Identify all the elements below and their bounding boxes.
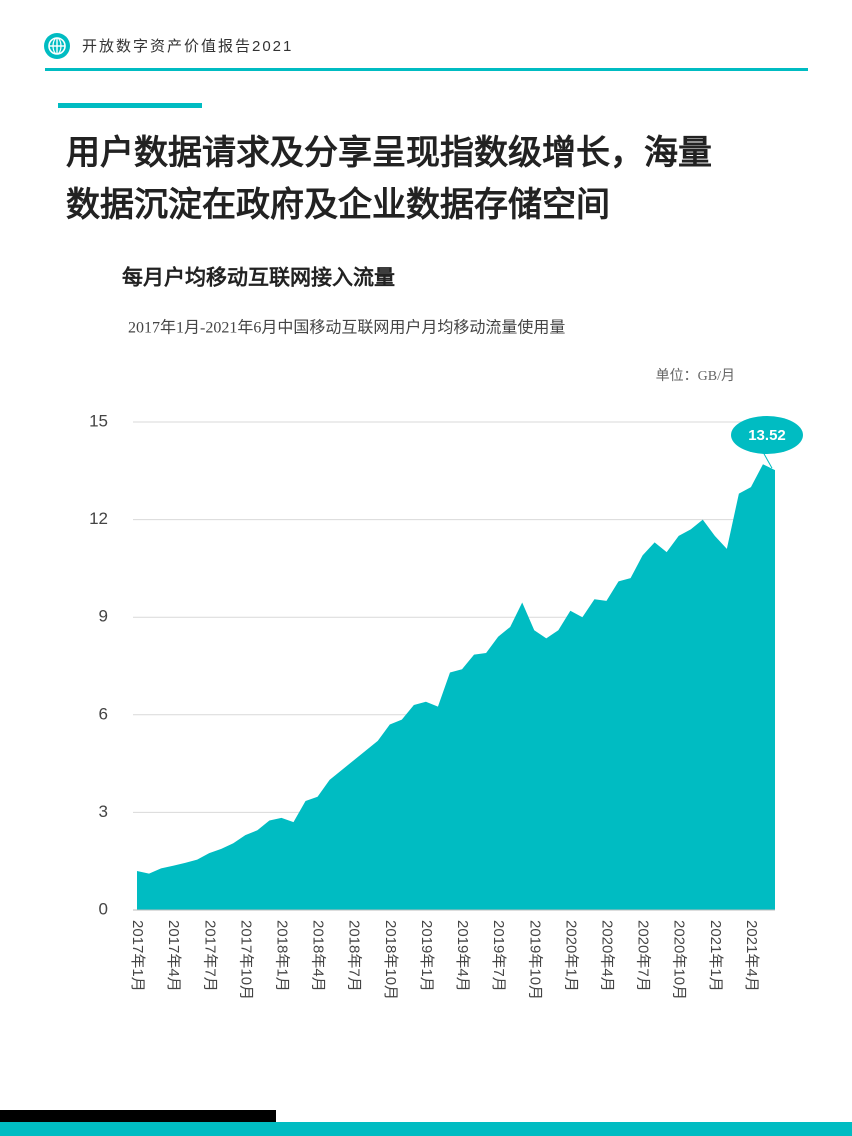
footer-bar	[0, 1110, 276, 1122]
x-tick-label: 2018年1月	[273, 920, 290, 992]
x-tick-label: 2019年4月	[454, 920, 471, 992]
header-rule	[45, 68, 808, 71]
accent-bar	[58, 103, 202, 108]
x-tick-label: 2018年4月	[310, 920, 327, 992]
y-tick-label: 0	[99, 899, 108, 918]
header-title: 开放数字资产价值报告2021	[82, 38, 293, 55]
y-tick-label: 6	[99, 704, 108, 723]
unit-label: 单位：GB/月	[656, 368, 735, 384]
data-label: 13.52	[748, 427, 786, 444]
x-tick-label: 2017年4月	[165, 920, 182, 992]
x-tick-label: 2017年7月	[201, 920, 218, 992]
x-tick-label: 2021年1月	[707, 920, 724, 992]
callout-bubble	[731, 416, 803, 454]
callout-leader	[762, 451, 773, 469]
x-tick-label: 2020年4月	[599, 920, 616, 992]
x-tick-label: 2020年7月	[635, 920, 652, 992]
headline: 数据沉淀在政府及企业数据存储空间	[66, 185, 610, 224]
x-tick-label: 2019年1月	[418, 920, 435, 992]
chart-subtitle: 2017年1月-2021年6月中国移动互联网用户月均移动流量使用量	[128, 319, 565, 337]
y-tick-label: 9	[99, 607, 108, 626]
headline: 用户数据请求及分享呈现指数级增长，海量	[66, 134, 712, 172]
x-tick-label: 2019年10月	[526, 920, 543, 1000]
y-tick-label: 3	[99, 802, 108, 821]
x-tick-label: 2020年10月	[671, 920, 688, 1000]
chart-title: 每月户均移动互联网接入流量	[122, 266, 395, 290]
x-tick-label: 2019年7月	[490, 920, 507, 992]
x-tick-label: 2020年1月	[562, 920, 579, 992]
area	[137, 464, 775, 910]
x-tick-label: 2018年10月	[382, 920, 399, 1000]
logo	[44, 33, 70, 59]
x-tick-label: 2021年4月	[743, 920, 760, 992]
x-tick-label: 2017年1月	[129, 920, 146, 992]
x-tick-label: 2018年7月	[346, 920, 363, 992]
x-tick-label: 2017年10月	[237, 920, 254, 1000]
footer-bar	[0, 1122, 852, 1136]
y-tick-label: 15	[89, 411, 108, 430]
plot: 0 3 6 9 12 15 2017年1月 2017年4月 2017年7月 2017年10月 201…	[89, 411, 803, 1000]
y-tick-label: 12	[89, 509, 108, 528]
